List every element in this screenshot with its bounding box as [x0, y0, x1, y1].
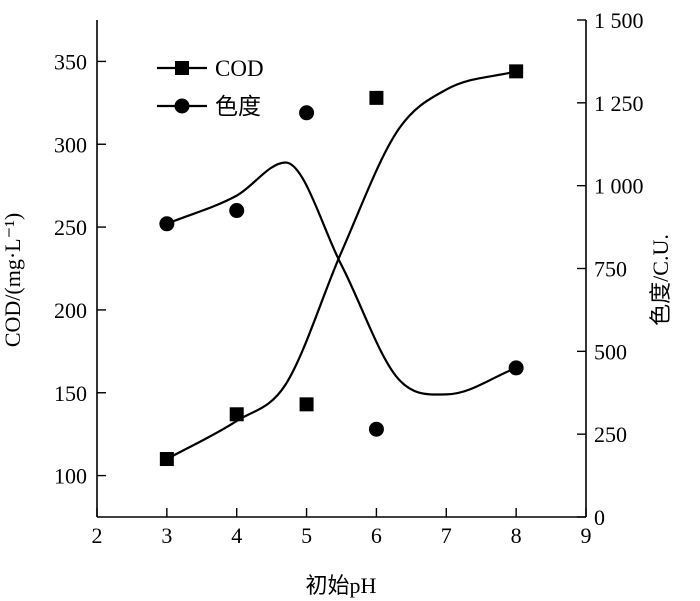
series-0-point [369, 90, 384, 105]
x-tick-label: 8 [511, 523, 522, 548]
series-1-point [508, 360, 524, 376]
y-right-tick-label: 1 250 [594, 91, 644, 116]
series-0-point [299, 397, 314, 412]
y-right-tick-label: 0 [594, 505, 605, 530]
legend-marker [174, 98, 190, 114]
ticks: 2 3 4 5 6 7 8 9 100 150 200 250 300 350 0 250 500 750 1 00… [54, 8, 644, 548]
x-tick-label: 4 [231, 523, 242, 548]
y-left-tick-label: 350 [54, 49, 87, 74]
x-tick-label: 7 [441, 523, 452, 548]
y-left-tick-label: 100 [54, 464, 87, 489]
y-left-tick-label: 150 [54, 381, 87, 406]
series-1-point [299, 105, 315, 121]
legend-label: 色度 [215, 94, 261, 119]
y-left-tick-label: 250 [54, 215, 87, 240]
y-right-axis-title: 色度/C.U. [648, 234, 673, 326]
curves [166, 70, 517, 460]
x-tick-label: 2 [92, 523, 103, 548]
legend-marker [175, 61, 189, 75]
series-1-point [368, 421, 384, 437]
x-tick-label: 3 [161, 523, 172, 548]
y-left-tick-label: 300 [54, 132, 87, 157]
axes [96, 20, 587, 518]
x-axis-title: 初始pH [306, 573, 377, 598]
series-0-point [159, 452, 174, 467]
y-right-tick-label: 1 000 [594, 174, 644, 199]
legend-label: COD [215, 56, 264, 81]
y-right-tick-label: 750 [594, 257, 627, 282]
y-left-tick-label: 200 [54, 298, 87, 323]
x-tick-label: 9 [581, 523, 592, 548]
y-right-tick-label: 1 500 [594, 8, 644, 33]
series-1-fit-line [166, 161, 517, 396]
legend: COD 色度 [157, 56, 264, 119]
markers [159, 64, 524, 467]
series-1-point [229, 203, 245, 219]
y-right-tick-label: 500 [594, 339, 627, 364]
series-1-point [159, 216, 175, 232]
x-tick-label: 6 [371, 523, 382, 548]
y-left-axis-title: COD/(mg·L⁻¹) [0, 213, 25, 347]
series-0-point [229, 407, 244, 422]
series-0-point [509, 64, 524, 79]
y-right-tick-label: 250 [594, 422, 627, 447]
x-tick-label: 5 [301, 523, 312, 548]
